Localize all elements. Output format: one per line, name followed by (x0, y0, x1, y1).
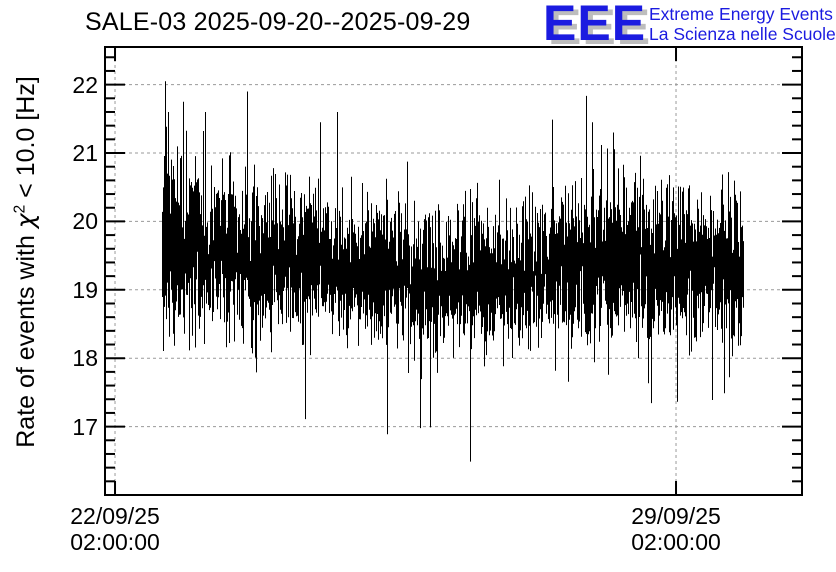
data-series (162, 81, 744, 462)
x-tick-date: 22/09/25 (70, 503, 160, 529)
y-tick-label: 18 (72, 345, 98, 372)
eee-logo-line1: Extreme Energy Events (649, 4, 833, 24)
eee-logo-text: Extreme Energy Events La Scienza nelle S… (649, 4, 836, 44)
x-tick-label: 22/09/25 02:00:00 (70, 503, 160, 555)
eee-logo: EEE (543, 0, 647, 51)
x-tick-time: 02:00:00 (70, 529, 160, 555)
y-tick-label: 22 (72, 71, 98, 98)
x-tick-time: 02:00:00 (631, 529, 721, 555)
chart-title: SALE-03 2025-09-20--2025-09-29 (85, 8, 471, 36)
x-tick-label: 29/09/25 02:00:00 (631, 503, 721, 555)
y-tick-label: 21 (72, 140, 98, 166)
y-tick-label: 17 (72, 413, 98, 440)
plot-frame (104, 46, 803, 496)
eee-logo-line2: La Scienza nelle Scuole (649, 24, 836, 44)
x-tick-date: 29/09/25 (631, 503, 721, 529)
y-tick-label: 20 (72, 208, 98, 235)
y-tick-label: 19 (72, 276, 98, 303)
